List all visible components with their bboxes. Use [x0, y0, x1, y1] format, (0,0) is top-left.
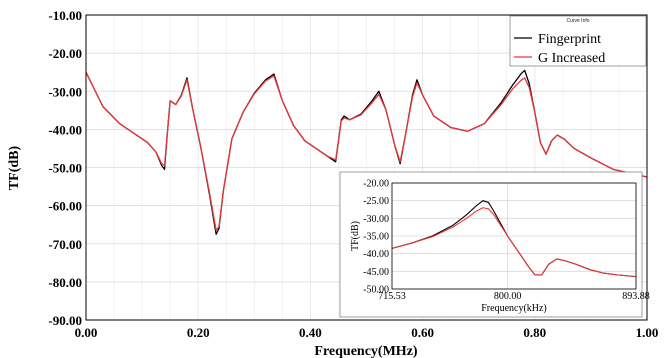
main-series-lines — [85, 69, 648, 235]
x-tick-label: 0.80 — [523, 325, 546, 340]
x-tick-label: 715.53 — [378, 291, 406, 302]
series-line-g-increased — [391, 207, 637, 278]
y-tick-label: -40.00 — [363, 249, 389, 260]
y-tick-label: -80.00 — [48, 275, 82, 290]
x-tick-label: 1.00 — [636, 325, 659, 340]
x-axis-title: Frequency(MHz) — [314, 344, 417, 358]
x-tick-label: 0.00 — [75, 325, 98, 340]
y-tick-label: -90.00 — [48, 313, 82, 328]
y-tick-label: -60.00 — [48, 199, 82, 214]
y-tick-label: -45.00 — [363, 267, 389, 278]
inset-x-axis-title: Frequency(kHz) — [481, 303, 547, 314]
inset-series-lines — [391, 200, 637, 278]
inset-y-axis-title: TF(dB) — [350, 221, 361, 251]
y-tick-label: -50.00 — [363, 285, 389, 296]
main-plot-frame — [85, 14, 648, 321]
x-tick-label: 800.00 — [494, 291, 522, 302]
x-tick-label: 0.20 — [187, 325, 210, 340]
legend: Curve Info Fingerprint G Increased — [509, 15, 647, 67]
legend-title: Curve Info — [566, 18, 589, 24]
series-line-g-increased — [85, 71, 648, 232]
y-tick-label: -70.00 — [48, 237, 82, 252]
y-tick-label: -25.00 — [363, 196, 389, 207]
x-tick-label: 0.40 — [299, 325, 322, 340]
x-tick-label: 0.60 — [411, 325, 434, 340]
inset-plot-frame — [391, 182, 637, 290]
y-tick-label: -50.00 — [48, 161, 82, 176]
y-tick-label: -35.00 — [363, 232, 389, 243]
y-tick-label: -30.00 — [363, 214, 389, 225]
x-tick-label: 893.88 — [622, 291, 650, 302]
legend-label-fingerprint: Fingerprint — [538, 32, 601, 47]
y-tick-label: -40.00 — [48, 122, 82, 137]
y-tick-label: -10.00 — [48, 8, 82, 23]
legend-box — [509, 15, 647, 67]
y-tick-label: -20.00 — [363, 179, 389, 190]
y-tick-label: -20.00 — [48, 46, 82, 61]
legend-label-g-increased: G Increased — [538, 51, 605, 66]
main-tick-labels: 0.00 0.20 0.40 0.60 0.80 1.00 -10.00 -20.00 -30.… — [48, 8, 658, 340]
y-tick-label: -30.00 — [48, 84, 82, 99]
y-axis-title: TF(dB) — [7, 145, 22, 190]
inset-tick-labels: 715.53 800.00 893.88 -20.00 -25.00 -30.00 -35.… — [363, 179, 650, 303]
